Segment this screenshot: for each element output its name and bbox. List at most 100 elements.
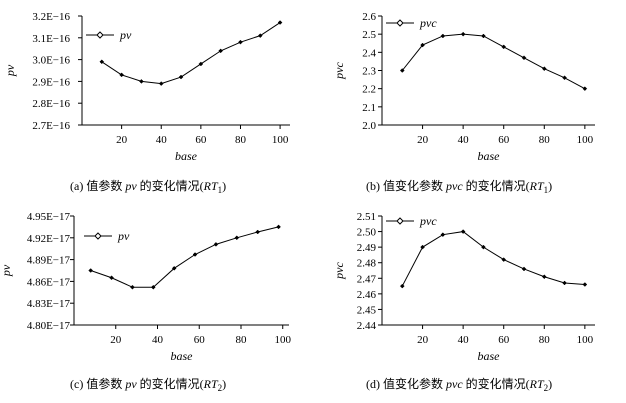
x-tick-label: 60 [498,334,510,346]
x-tick-label: 40 [458,334,470,346]
data-point [255,229,261,235]
data-point [501,257,507,262]
y-tick-label: 2.1 [362,102,376,114]
y-tick-label: 3.0E−16 [32,55,70,67]
data-point [420,244,425,250]
series-line [401,231,585,287]
x-tick-label: 20 [110,334,122,346]
legend-label: pv [117,229,130,243]
data-point [440,232,446,238]
y-tick-label: 3.2E−16 [32,11,70,23]
data-point [521,55,527,61]
data-point [541,274,547,280]
series-line [90,226,279,288]
x-tick-label: 40 [458,134,470,146]
series-line [401,33,586,90]
data-point [562,75,567,81]
y-tick-label: 4.86E−17 [27,276,71,288]
data-point [150,284,156,290]
data-point [130,284,135,290]
y-tick-label: 2.48 [357,258,377,270]
data-point [541,66,547,72]
y-axis-title: pvc [332,262,346,280]
legend-marker [96,31,104,39]
y-tick-label: 2.49 [357,242,377,254]
chart-caption: (b) 值变化参数 pvc 的变化情况(RT1) [366,178,552,195]
data-point [277,20,283,25]
data-point [99,59,105,65]
chart-panel-c: 4.80E−17 4.83E−17 4.86E−17 4.89E−17 4.92E−17… [0,211,291,393]
data-point [460,31,466,37]
x-tick-label: 80 [539,334,551,346]
y-tick-label: 2.8E−16 [32,98,70,110]
y-axis-title: pvc [332,62,346,80]
data-point [399,283,405,289]
chart-caption: (d) 值变化参数 pvc 的变化情况(RT2) [366,376,552,393]
data-point [158,81,164,86]
x-tick-label: 80 [235,134,247,146]
data-point [238,39,243,45]
data-point [88,268,94,273]
data-point [521,266,527,272]
x-tick-label: 20 [116,134,128,146]
y-tick-label: 2.45 [357,304,377,316]
x-tick-label: 60 [194,334,206,346]
x-tick-label: 40 [152,334,164,346]
data-point [399,68,405,73]
data-point [139,79,144,84]
data-point [178,74,184,80]
y-tick-label: 2.0 [362,120,376,132]
legend-marker [94,232,102,240]
data-point [171,265,177,271]
y-tick-label: 3.1E−16 [32,33,70,45]
legend-label: pvc [419,16,437,30]
data-point [276,224,281,230]
chart-panel-d: 2.44 2.45 2.46 2.47 2.48 2.49 2.50 2.51 20 40 60 80… [332,211,595,393]
x-tick-label: 100 [577,134,594,146]
data-point [582,86,588,92]
data-point [562,280,567,286]
y-tick-label: 2.47 [357,273,377,285]
y-tick-label: 2.2 [362,84,376,96]
data-point [460,229,466,234]
y-tick-label: 2.6 [362,11,376,23]
series-line [101,22,281,85]
data-point [481,33,486,39]
data-point [420,42,425,48]
x-tick-label: 20 [417,134,429,146]
y-tick-label: 2.9E−16 [32,76,70,88]
legend-label: pv [119,28,132,42]
chart-caption: (c) 值参数 pv 的变化情况(RT2) [70,376,226,393]
data-point [481,244,486,250]
chart-panel-b: 2.0 2.1 2.2 2.3 2.4 2.5 2.6 20 40 60 80 100 base pvc p… [332,11,595,195]
data-point [218,48,224,54]
legend-label: pvc [419,214,437,228]
chart-panel-a: 2.7E−16 2.8E−16 2.9E−16 3.0E−16 3.1E−16 3.2E−… [3,11,290,195]
y-tick-label: 4.89E−17 [27,255,71,267]
y-tick-label: 2.3 [362,66,376,78]
data-point [257,33,263,38]
x-tick-label: 100 [577,334,594,346]
data-point [109,275,114,281]
y-axis-title: pv [3,64,17,77]
x-tick-label: 40 [156,134,168,146]
data-point [119,72,124,78]
y-tick-label: 2.46 [357,289,377,301]
data-point [582,282,588,287]
data-point [192,252,198,257]
x-tick-label: 100 [272,134,289,146]
y-tick-label: 2.5 [362,29,376,41]
legend-marker [396,217,404,225]
legend-marker [396,19,404,27]
data-point [501,44,507,50]
x-tick-label: 100 [274,334,291,346]
data-point [234,235,240,241]
data-point [440,33,446,39]
x-tick-label: 80 [539,134,551,146]
x-tick-label: 80 [235,334,247,346]
x-axis-title: base [478,349,501,363]
chart-caption: (a) 值参数 pv 的变化情况(RT1) [70,178,226,195]
x-tick-label: 60 [195,134,207,146]
y-tick-label: 4.95E−17 [27,211,71,223]
